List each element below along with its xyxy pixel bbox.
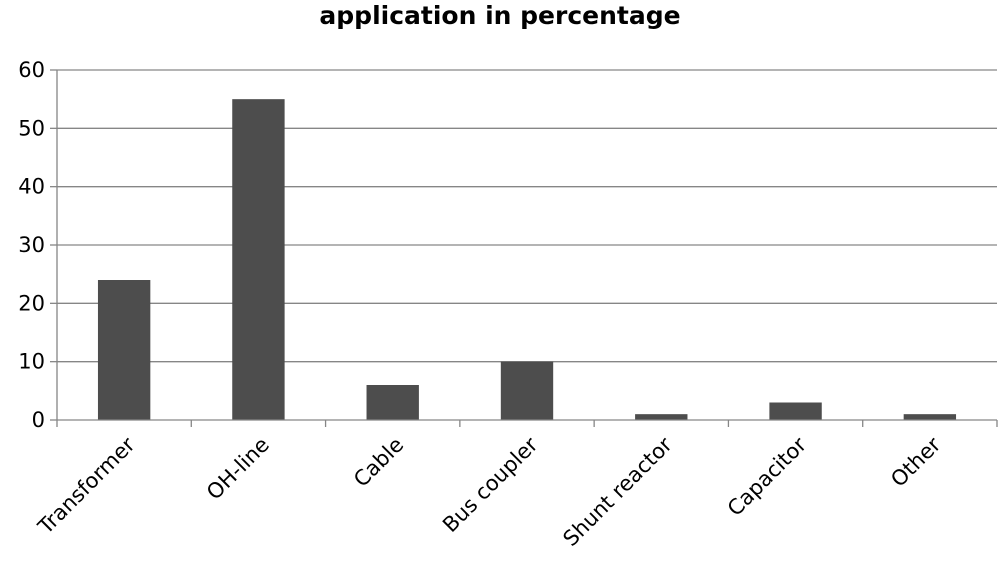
y-tick-label: 20	[18, 291, 45, 315]
x-category-labels: Transformer OH-line Cable Bus coupler Shunt …	[33, 432, 946, 551]
bar-other	[903, 414, 957, 420]
axes	[56, 70, 998, 427]
bar-capacitor	[769, 402, 822, 420]
bar-transformer	[97, 280, 151, 420]
x-category-label: Cable	[349, 433, 408, 492]
bar-shunt-reactor	[635, 414, 688, 420]
y-tick-label: 10	[18, 350, 45, 374]
bars	[97, 99, 957, 421]
x-category-label: Capacitor	[723, 432, 812, 521]
chart-title: application in percentage	[319, 1, 681, 30]
x-category-label: Other	[886, 432, 945, 491]
bar-bus-coupler	[500, 361, 554, 420]
y-tick-label: 30	[18, 233, 45, 257]
x-category-label: Transformer	[33, 432, 140, 539]
bar-cable	[366, 385, 419, 420]
y-tick-label: 0	[32, 408, 45, 432]
x-category-label: OH-line	[202, 433, 274, 505]
y-tick-labels: 0 10 20 30 40 50 60	[18, 58, 45, 432]
y-tick-label: 40	[18, 175, 45, 199]
x-category-label: Shunt reactor	[558, 432, 677, 551]
y-tick-label: 50	[18, 116, 45, 140]
x-category-label: Bus coupler	[438, 432, 543, 537]
bar-oh-line	[232, 99, 285, 421]
y-tick-label: 60	[18, 58, 45, 82]
